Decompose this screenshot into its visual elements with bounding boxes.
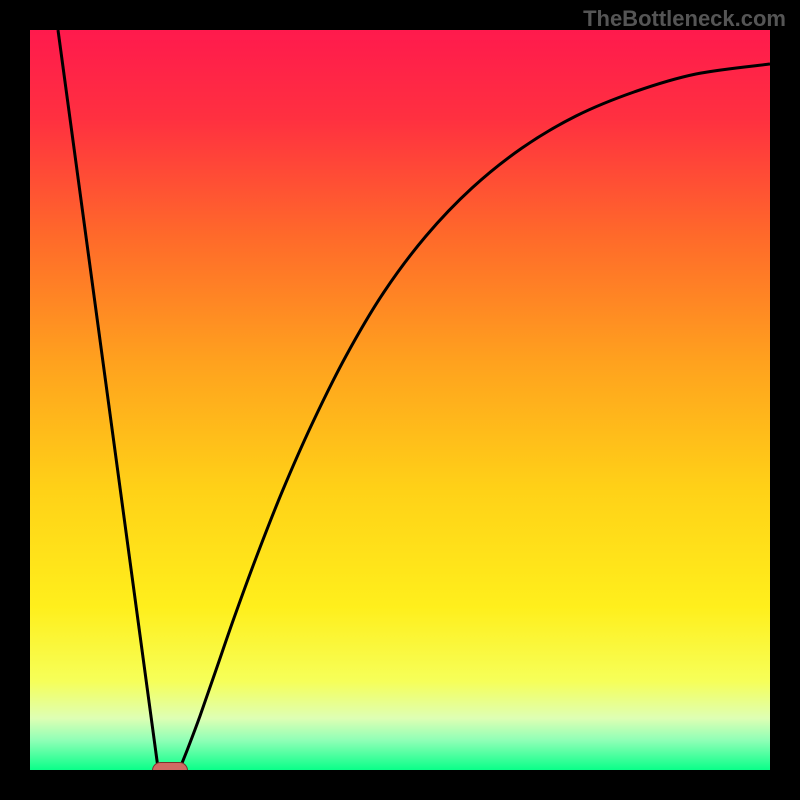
plot-area <box>30 30 770 770</box>
watermark-text: TheBottleneck.com <box>583 6 786 32</box>
chart-frame: TheBottleneck.com <box>0 0 800 800</box>
optimal-marker <box>152 762 188 770</box>
bottleneck-curve <box>30 30 770 770</box>
